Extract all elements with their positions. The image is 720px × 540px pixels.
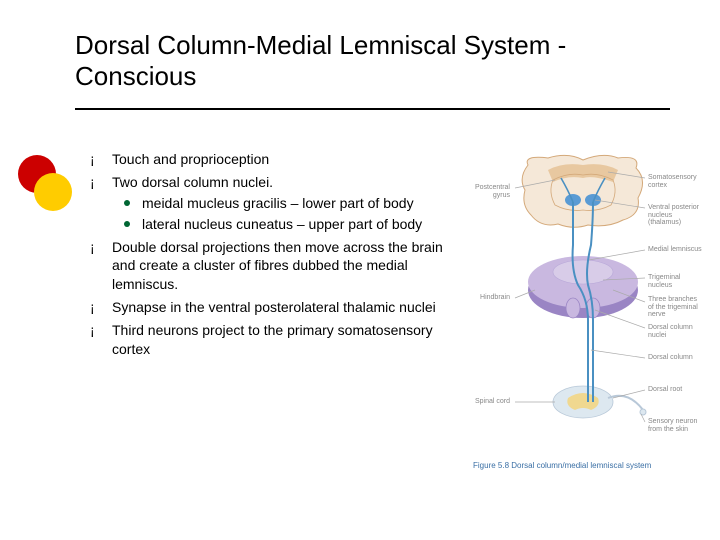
diagram-label-right: Trigeminal nucleus [648, 274, 703, 289]
bullet-item: Double dorsal projections then move acro… [90, 238, 455, 295]
anatomy-diagram: Postcentral gyrusHindbrainSpinal cordSom… [473, 150, 698, 470]
brainstem [528, 256, 638, 318]
bullet-content: Touch and proprioception Two dorsal colum… [90, 150, 455, 363]
bullet-text: Double dorsal projections then move acro… [112, 239, 443, 293]
diagram-label-left: Spinal cord [460, 398, 510, 406]
bullet-text: Synapse in the ventral posterolateral th… [112, 299, 436, 315]
brain-slice [522, 155, 642, 227]
slide-logo [18, 155, 73, 210]
diagram-label-right: Somatosensory cortex [648, 174, 703, 189]
bullet-text: Touch and proprioception [112, 151, 269, 167]
diagram-label-right: Three branches of the trigeminal nerve [648, 296, 703, 319]
bullet-list: Touch and proprioception Two dorsal colum… [90, 150, 455, 359]
diagram-label-left: Hindbrain [460, 294, 510, 302]
diagram-label-right: Dorsal column [648, 354, 703, 362]
diagram-label-left: Postcentral gyrus [460, 184, 510, 199]
bullet-text: Third neurons project to the primary som… [112, 322, 433, 357]
diagram-label-right: Medial lemniscus [648, 246, 703, 254]
diagram-caption: Figure 5.8 Dorsal column/medial lemnisca… [473, 461, 651, 470]
logo-circle-yellow [34, 173, 72, 211]
bullet-text: Two dorsal column nuclei. [112, 174, 273, 190]
bullet-item: Third neurons project to the primary som… [90, 321, 455, 359]
bullet-item: Synapse in the ventral posterolateral th… [90, 298, 455, 317]
slide-title: Dorsal Column-Medial Lemniscal System - … [75, 30, 670, 92]
spinal-cord [553, 386, 646, 418]
title-underline [75, 108, 670, 110]
diagram-label-right: Ventral posterior nucleus (thalamus) [648, 204, 703, 227]
diagram-label-right: Dorsal column nuclei [648, 324, 703, 339]
bullet-item: Touch and proprioception [90, 150, 455, 169]
bullet-item: Two dorsal column nuclei. meidal mucleus … [90, 173, 455, 234]
diagram-label-right: Dorsal root [648, 386, 703, 394]
sub-bullet-list: meidal mucleus gracilis – lower part of … [112, 194, 455, 234]
sub-bullet-item: lateral nucleus cuneatus – upper part of… [112, 215, 455, 234]
sub-bullet-item: meidal mucleus gracilis – lower part of … [112, 194, 455, 213]
diagram-label-right: Sensory neuron from the skin [648, 418, 703, 433]
